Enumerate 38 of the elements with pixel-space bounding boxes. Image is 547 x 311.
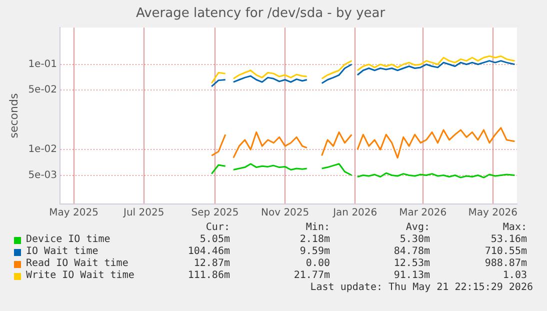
chart-title: Average latency for /dev/sda - by year — [136, 6, 386, 22]
text: 104.46m — [186, 246, 230, 258]
text: 710.55m — [484, 246, 527, 258]
text: 988.87m — [484, 258, 527, 270]
text: 1.03 — [502, 270, 527, 282]
x-tick-label: Sep 2025 — [191, 208, 239, 219]
x-tick-label: Jan 2026 — [332, 208, 378, 219]
text: 111.86m — [186, 270, 230, 282]
text: Cur: — [204, 222, 230, 234]
legend-label: Read IO Wait time — [26, 258, 128, 270]
text: 0.00 — [304, 258, 330, 270]
text: 2.18m — [298, 234, 330, 246]
y-tick-label: 5e-03 — [28, 170, 58, 181]
y-tick-label: 5e-02 — [28, 84, 58, 96]
legend-label: IO Wait time — [26, 246, 98, 258]
y-axis-title: seconds — [7, 93, 20, 138]
text: Last update: Thu May 21 22:15:29 2026 — [310, 282, 533, 294]
x-tick-label: Nov 2025 — [261, 208, 310, 219]
text: 21.77m — [292, 270, 330, 282]
text: Max: — [502, 222, 527, 234]
y-tick-label: 1e-01 — [28, 58, 58, 70]
x-tick-label: May 2025 — [49, 208, 98, 219]
text: Avg: — [404, 222, 430, 234]
text: 91.13m — [392, 270, 430, 282]
text: 84.78m — [392, 246, 430, 258]
text: 12.53m — [392, 258, 430, 270]
text: 9.59m — [298, 246, 330, 258]
text: 5.30m — [398, 234, 430, 246]
x-tick-label: Mar 2026 — [399, 208, 447, 219]
text: 53.16m — [490, 234, 527, 246]
x-tick-label: Jul 2025 — [122, 208, 164, 219]
legend-label: Write IO Wait time — [26, 270, 134, 282]
y-tick-label: 1e-02 — [28, 144, 58, 156]
legend-label: Device IO time — [26, 234, 110, 246]
text: 5.05m — [198, 234, 230, 246]
text: 12.87m — [192, 258, 230, 270]
x-tick-label: May 2026 — [468, 208, 518, 219]
text: Min: — [304, 222, 330, 234]
